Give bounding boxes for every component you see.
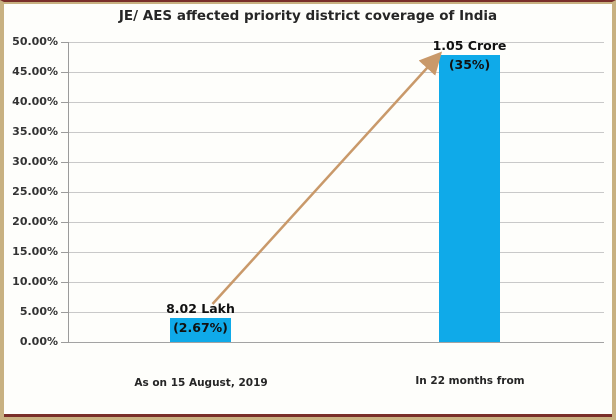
y-axis-tick-label: 35.00% xyxy=(12,125,58,138)
gridline xyxy=(68,252,604,253)
gridline xyxy=(68,72,604,73)
bar-value-label-2021: 1.05 Crore xyxy=(432,38,507,53)
y-axis-tick-label: 40.00% xyxy=(12,95,58,108)
gridline xyxy=(68,132,604,133)
y-axis-tick-mark xyxy=(61,342,68,343)
gridline xyxy=(68,222,604,223)
x-axis-label-2021-line1: In 22 months from xyxy=(415,375,525,387)
y-axis-tick-mark xyxy=(61,42,68,43)
gridline xyxy=(68,282,604,283)
x-axis-label-2021: In 22 months from 15 August, 2019 to 09t… xyxy=(330,346,610,417)
bar-2019 xyxy=(170,318,231,342)
x-axis-label-2019: As on 15 August, 2019 xyxy=(91,348,311,414)
gridline xyxy=(68,42,604,43)
bar-pct-label-2021: (35%) xyxy=(448,57,491,72)
y-axis-tick-label: 30.00% xyxy=(12,155,58,168)
y-axis-line xyxy=(68,42,69,343)
y-axis-tick-mark xyxy=(61,282,68,283)
y-axis-tick-label: 5.00% xyxy=(19,305,58,318)
bar-pct-label-2019: (2.67%) xyxy=(173,320,228,335)
y-axis-tick-mark xyxy=(61,132,68,133)
y-axis-tick-label: 45.00% xyxy=(12,65,58,78)
y-axis-tick-label: 15.00% xyxy=(12,245,58,258)
gridline xyxy=(68,192,604,193)
chart-title: JE/ AES affected priority district cover… xyxy=(118,8,498,24)
y-axis-tick-label: 25.00% xyxy=(12,185,58,198)
y-axis-tick-label: 0.00% xyxy=(19,335,58,348)
y-axis-tick-label: 10.00% xyxy=(12,275,58,288)
x-axis-label-2019-line1: As on 15 August, 2019 xyxy=(134,377,268,389)
y-axis-tick-mark xyxy=(61,252,68,253)
y-axis-tick-mark xyxy=(61,72,68,73)
x-axis-baseline xyxy=(68,342,604,343)
y-axis-tick-label: 50.00% xyxy=(12,35,58,48)
bar-2021 xyxy=(439,55,500,342)
growth-arrow-line xyxy=(211,51,443,305)
y-axis-tick-mark xyxy=(61,312,68,313)
gridline xyxy=(68,312,604,313)
chart-canvas: JE/ AES affected priority district cover… xyxy=(4,2,612,417)
y-axis-tick-mark xyxy=(61,192,68,193)
y-axis-tick-mark xyxy=(61,102,68,103)
gridline xyxy=(68,102,604,103)
y-axis-tick-mark xyxy=(61,162,68,163)
y-axis-tick-mark xyxy=(61,222,68,223)
x-axis-label-2021-line2: 15 August, 2019 to 09th July, 2021 xyxy=(330,416,610,417)
y-axis-tick-label: 20.00% xyxy=(12,215,58,228)
gridline xyxy=(68,162,604,163)
bar-value-label-2019: 8.02 Lakh xyxy=(166,301,235,316)
